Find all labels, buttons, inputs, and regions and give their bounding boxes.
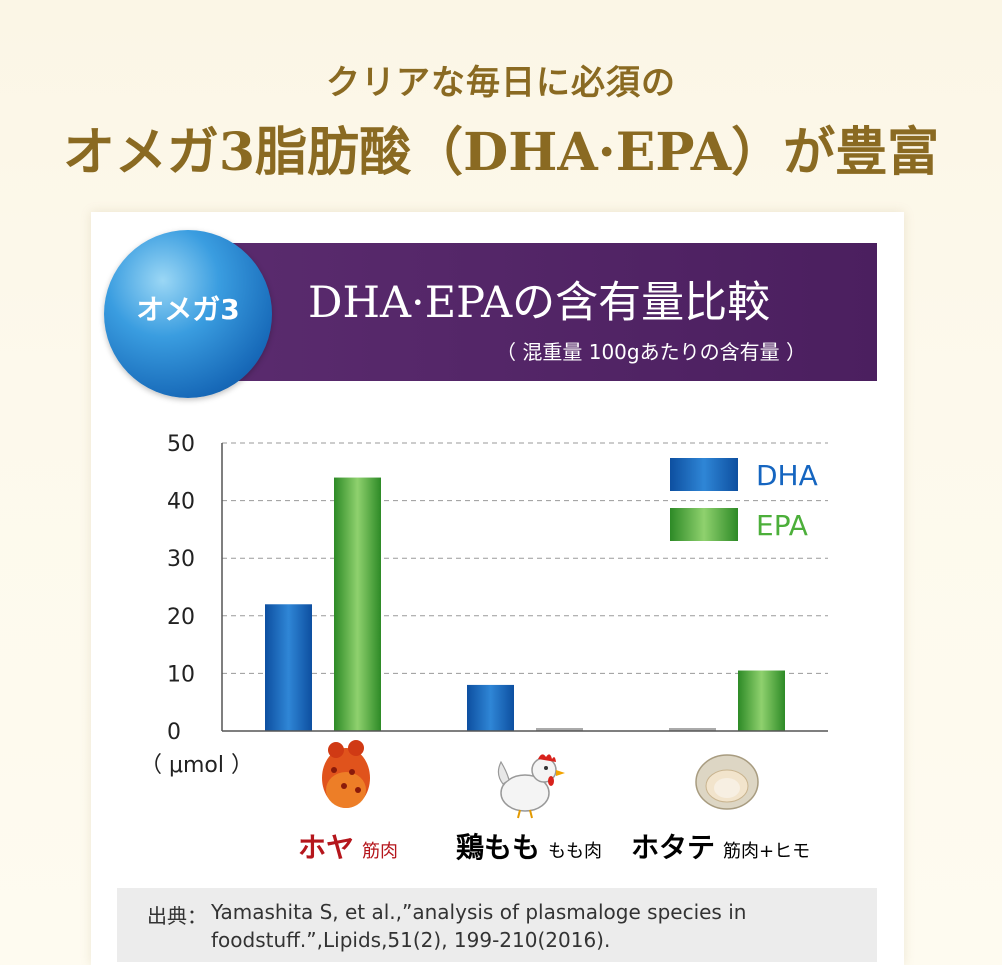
y-tick-label: 40 (167, 490, 195, 515)
headline-subtitle: クリアな毎日に必須の (326, 63, 676, 103)
scallop-icon (695, 754, 759, 810)
headline-title: オメガ3脂肪酸（DHA·EPA）が豊富 (62, 122, 940, 183)
legend-swatch-epa (670, 508, 738, 541)
y-tick-label: 30 (167, 547, 195, 572)
chart-title: DHA·EPAの含有量比較 (308, 278, 771, 328)
legend-label-dha: DHA (756, 459, 818, 492)
omega3-badge-label: オメガ3 (136, 293, 240, 326)
category-name: 鶏もも (456, 831, 541, 864)
legend-swatch-dha (670, 458, 738, 491)
category-sub: 筋肉+ヒモ (723, 841, 811, 862)
category-label-chicken: 鶏もも もも肉 (456, 826, 602, 866)
category-name: ホヤ (298, 831, 355, 864)
y-tick-label: 50 (167, 432, 195, 457)
unit-label: （ μmol ） (140, 753, 253, 778)
bar-dha (265, 604, 312, 731)
bar-epa (738, 670, 785, 731)
category-sub: 筋肉 (362, 841, 399, 862)
y-tick-label: 10 (167, 662, 195, 687)
category-label-hoya: ホヤ 筋肉 (298, 826, 398, 866)
chart-subtitle: （ 混重量 100gあたりの含有量 ） (496, 340, 806, 364)
bar-dha (467, 684, 514, 731)
source-text-line2: foodstuff.”,Lipids,51(2), 199-210(2016). (211, 928, 611, 952)
category-sub: もも肉 (548, 841, 603, 862)
chicken-icon (497, 754, 565, 819)
sea-squirt-icon (322, 740, 370, 808)
source-citation: 出典： Yamashita S, et al.,”analysis of pla… (117, 888, 877, 962)
bar-epa (334, 477, 381, 731)
source-label: 出典： (147, 904, 207, 928)
y-tick-label: 0 (167, 720, 181, 745)
source-text-line1: Yamashita S, et al.,”analysis of plasmal… (211, 900, 747, 924)
legend-label-epa: EPA (756, 509, 808, 542)
chart-banner (217, 243, 877, 381)
category-name: ホタテ (631, 831, 716, 864)
omega3-badge (104, 230, 272, 398)
y-tick-label: 20 (167, 605, 195, 630)
category-label-scallop: ホタテ 筋肉+ヒモ (631, 826, 810, 866)
